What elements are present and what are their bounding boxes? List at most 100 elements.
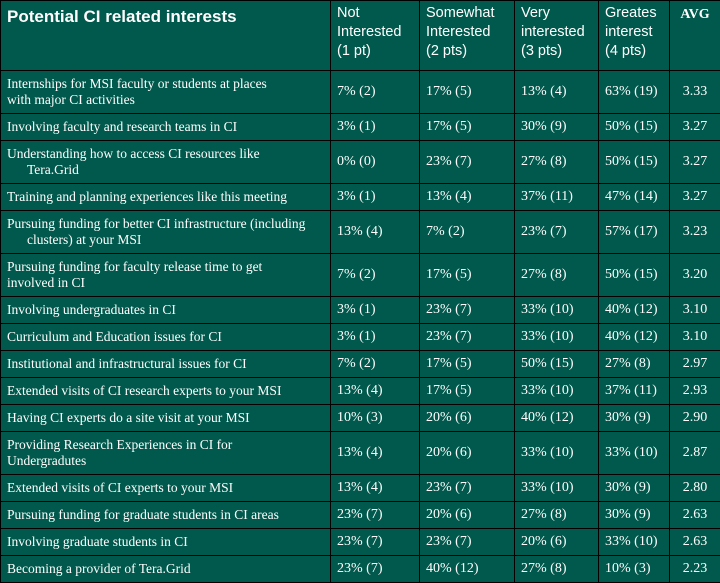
cell-very: 40% (12): [515, 405, 599, 432]
header-very-line3: (3 pts): [521, 42, 598, 61]
table-row: Institutional and infrastructural issues…: [1, 351, 720, 378]
header-avg: AVG: [670, 1, 720, 71]
cell-greatest: 27% (8): [599, 351, 670, 378]
table-row: Internships for MSI faculty or students …: [1, 71, 720, 114]
header-somewhat-line3: (2 pts): [426, 42, 514, 61]
header-not-interested-line2: Interested: [337, 23, 419, 42]
row-label: Becoming a provider of Tera.Grid: [1, 556, 331, 583]
cell-greatest: 63% (19): [599, 71, 670, 114]
header-greatest-line3: (4 pts): [605, 42, 669, 61]
table-row: Extended visits of CI research experts t…: [1, 378, 720, 405]
row-label: Having CI experts do a site visit at you…: [1, 405, 331, 432]
cell-very: 23% (7): [515, 211, 599, 254]
cell-very: 27% (8): [515, 254, 599, 297]
cell-somewhat: 20% (6): [420, 432, 515, 475]
row-label: Involving faculty and research teams in …: [1, 114, 331, 141]
row-label-line1: Institutional and infrastructural issues…: [7, 356, 247, 371]
row-label: Curriculum and Education issues for CI: [1, 324, 331, 351]
cell-not-interested: 23% (7): [331, 502, 420, 529]
cell-not-interested: 7% (2): [331, 351, 420, 378]
cell-somewhat: 20% (6): [420, 502, 515, 529]
cell-greatest: 47% (14): [599, 184, 670, 211]
row-label-line1: Involving faculty and research teams in …: [7, 119, 237, 134]
cell-not-interested: 0% (0): [331, 141, 420, 184]
row-label: Training and planning experiences like t…: [1, 184, 331, 211]
row-label: Pursuing funding for faculty release tim…: [1, 254, 331, 297]
cell-avg: 2.93: [670, 378, 720, 405]
cell-somewhat: 23% (7): [420, 324, 515, 351]
cell-very: 33% (10): [515, 475, 599, 502]
row-label: Providing Research Experiences in CI for…: [1, 432, 331, 475]
row-label-line2: Undergradutes: [7, 453, 330, 469]
row-label-line1: Training and planning experiences like t…: [7, 189, 287, 204]
cell-avg: 2.87: [670, 432, 720, 475]
cell-avg: 3.10: [670, 297, 720, 324]
cell-not-interested: 3% (1): [331, 184, 420, 211]
row-label-line1: Extended visits of CI research experts t…: [7, 383, 281, 398]
header-greatest-interest: Greates interest (4 pts): [599, 1, 670, 71]
table-row: Pursuing funding for graduate students i…: [1, 502, 720, 529]
table-body: Internships for MSI faculty or students …: [1, 71, 720, 583]
cell-avg: 2.97: [670, 351, 720, 378]
cell-greatest: 40% (12): [599, 297, 670, 324]
header-very-line2: interested: [521, 23, 598, 42]
header-very-interested: Very interested (3 pts): [515, 1, 599, 71]
cell-somewhat: 20% (6): [420, 405, 515, 432]
cell-greatest: 50% (15): [599, 141, 670, 184]
cell-somewhat: 23% (7): [420, 141, 515, 184]
header-somewhat-line2: Interested: [426, 23, 514, 42]
row-label: Pursuing funding for graduate students i…: [1, 502, 331, 529]
row-label: Extended visits of CI experts to your MS…: [1, 475, 331, 502]
row-label-line2: Tera.Grid: [7, 162, 330, 178]
cell-not-interested: 13% (4): [331, 378, 420, 405]
cell-greatest: 33% (10): [599, 529, 670, 556]
cell-greatest: 30% (9): [599, 502, 670, 529]
header-not-interested-line1: Not: [337, 4, 419, 23]
table-row: Providing Research Experiences in CI for…: [1, 432, 720, 475]
cell-greatest: 30% (9): [599, 475, 670, 502]
row-label-line1: Extended visits of CI experts to your MS…: [7, 480, 233, 495]
cell-somewhat: 17% (5): [420, 71, 515, 114]
cell-avg: 3.27: [670, 141, 720, 184]
cell-somewhat: 23% (7): [420, 529, 515, 556]
header-somewhat-interested: Somewhat Interested (2 pts): [420, 1, 515, 71]
cell-avg: 3.23: [670, 211, 720, 254]
row-label-line2: with major CI activities: [7, 92, 330, 108]
header-greatest-line1: Greates: [605, 4, 669, 23]
header-very-line1: Very: [521, 4, 598, 23]
cell-avg: 3.33: [670, 71, 720, 114]
header-greatest-line2: interest: [605, 23, 669, 42]
cell-greatest: 50% (15): [599, 114, 670, 141]
row-label-line1: Pursuing funding for faculty release tim…: [7, 259, 262, 274]
header-not-interested-line3: (1 pt): [337, 42, 419, 61]
cell-very: 20% (6): [515, 529, 599, 556]
cell-not-interested: 13% (4): [331, 211, 420, 254]
cell-very: 27% (8): [515, 556, 599, 583]
cell-greatest: 37% (11): [599, 378, 670, 405]
table-row: Pursuing funding for better CI infrastru…: [1, 211, 720, 254]
row-label-line1: Understanding how to access CI resources…: [7, 146, 260, 161]
cell-very: 27% (8): [515, 141, 599, 184]
cell-somewhat: 17% (5): [420, 254, 515, 297]
row-label-line1: Involving undergraduates in CI: [7, 302, 176, 317]
row-label: Internships for MSI faculty or students …: [1, 71, 331, 114]
cell-greatest: 30% (9): [599, 405, 670, 432]
row-label-line1: Pursuing funding for better CI infrastru…: [7, 216, 305, 231]
table-row: Extended visits of CI experts to your MS…: [1, 475, 720, 502]
cell-very: 50% (15): [515, 351, 599, 378]
row-label: Institutional and infrastructural issues…: [1, 351, 331, 378]
row-label-line2: clusters) at your MSI: [7, 232, 330, 248]
row-label-line1: Pursuing funding for graduate students i…: [7, 507, 279, 522]
cell-avg: 3.27: [670, 114, 720, 141]
cell-somewhat: 13% (4): [420, 184, 515, 211]
cell-not-interested: 23% (7): [331, 529, 420, 556]
cell-greatest: 50% (15): [599, 254, 670, 297]
cell-very: 33% (10): [515, 297, 599, 324]
cell-greatest: 57% (17): [599, 211, 670, 254]
cell-not-interested: 7% (2): [331, 71, 420, 114]
